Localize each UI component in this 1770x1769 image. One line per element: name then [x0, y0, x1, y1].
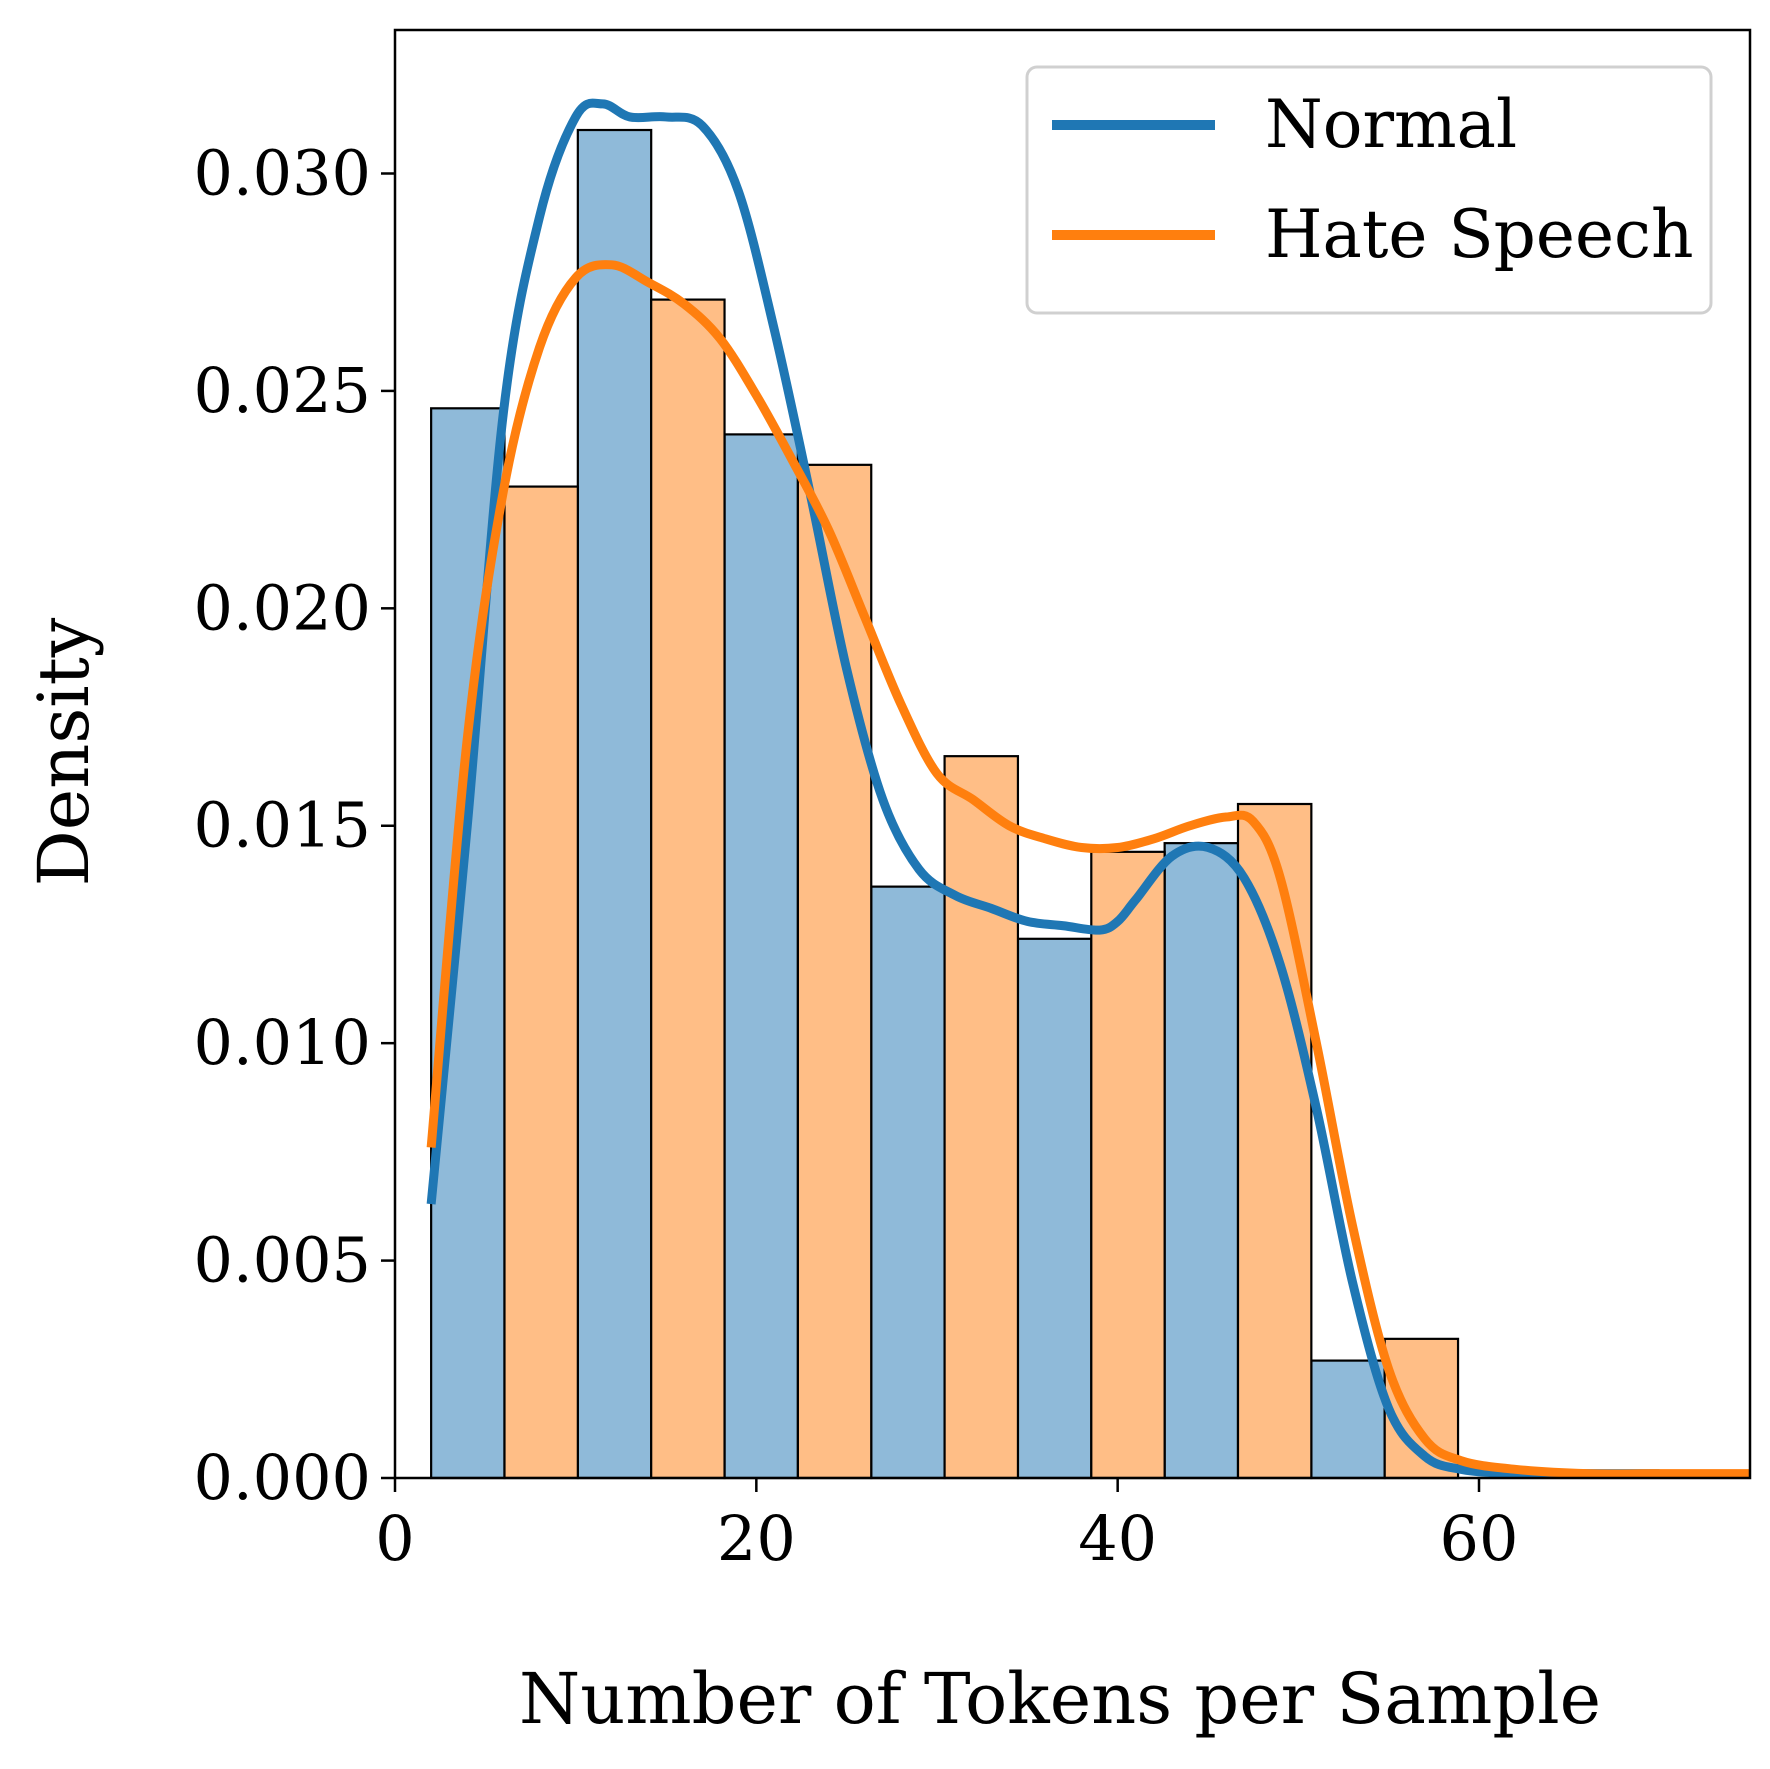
y-tick-label: 0.025: [194, 354, 372, 427]
bar-hate-speech-1: [650, 298, 726, 1480]
legend-label-normal: Normal: [1265, 86, 1517, 163]
bar-hate-speech-0: [503, 485, 579, 1480]
bar-normal-5: [1163, 842, 1240, 1480]
x-tick-label: 60: [1440, 1502, 1519, 1575]
y-tick-label: 0.000: [194, 1441, 372, 1514]
x-axis-title: Number of Tokens per Sample: [519, 1658, 1601, 1740]
x-tick-label: 40: [1078, 1502, 1157, 1575]
y-tick-label: 0.030: [194, 136, 372, 209]
x-axis-ticks: 0 20 40 60: [375, 1478, 1518, 1575]
y-tick-label: 0.005: [194, 1224, 372, 1297]
bar-normal-2: [723, 433, 799, 1480]
y-tick-label: 0.010: [194, 1006, 372, 1079]
bar-normal-0: [430, 407, 506, 1480]
y-tick-label: 0.015: [194, 789, 372, 862]
plot-frame: [393, 28, 1752, 1480]
y-tick-label: 0.020: [194, 571, 372, 644]
bar-hate-speech-5: [1236, 802, 1313, 1480]
x-tick-label: 20: [717, 1502, 796, 1575]
legend: Normal Hate Speech: [1025, 65, 1713, 315]
kde-curves: [426, 98, 1750, 1479]
bar-normal-3: [870, 885, 946, 1480]
histogram-bars: [430, 128, 1460, 1480]
kde-line-normal: [426, 98, 1660, 1479]
bar-normal-1: [576, 128, 653, 1480]
kde-line-hate-speech: [426, 260, 1750, 1479]
bar-hate-speech-4: [1090, 850, 1166, 1480]
y-axis-title: Density: [23, 617, 105, 886]
bar-normal-4: [1016, 937, 1093, 1480]
bar-hate-speech-3: [943, 755, 1020, 1480]
y-axis-ticks: 0.000 0.005 0.010 0.015 0.020 0.025 0.030: [194, 136, 395, 1514]
legend-label-hate-speech: Hate Speech: [1265, 196, 1694, 273]
x-tick-label: 0: [375, 1502, 414, 1575]
